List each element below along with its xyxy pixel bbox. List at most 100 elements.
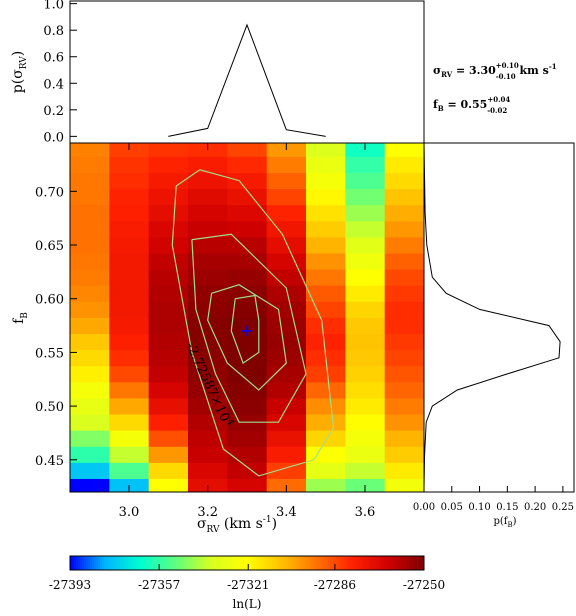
colorbar-segment (316, 556, 319, 570)
right-x-ticks: 0.00 0.05 0.10 0.15 0.20 0.25 (413, 486, 574, 513)
heatmap-cell (227, 317, 268, 335)
heatmap-cell (148, 188, 189, 206)
heatmap-cell (384, 172, 425, 190)
heatmap-cell (227, 301, 268, 318)
top-y-tick-label: 0.0 (43, 130, 64, 145)
colorbar-segment (120, 556, 123, 570)
heatmap-cell (266, 365, 307, 383)
colorbar-segment (368, 556, 371, 570)
colorbar-segment (194, 556, 197, 570)
y-tick-label: 0.55 (35, 346, 64, 361)
top-y-tick-label: 0.2 (43, 104, 64, 119)
heatmap-cell (188, 333, 228, 351)
heatmap-cell (188, 317, 228, 335)
heatmap-cell (70, 349, 110, 367)
colorbar-segment (136, 556, 139, 570)
heatmap-cell (306, 285, 346, 302)
heatmap-cell (188, 414, 228, 431)
colorbar-segment (132, 556, 135, 570)
heatmap-cell (188, 156, 228, 173)
heatmap-cell (384, 317, 425, 335)
colorbar-segment (318, 556, 321, 570)
heatmap-cell (306, 381, 346, 399)
heatmap-cell (148, 253, 189, 270)
heatmap-cell (148, 172, 189, 190)
colorbar-segment (164, 556, 167, 570)
colorbar-segment (300, 556, 303, 570)
heatmap-cell (148, 143, 189, 157)
colorbar-segment (294, 556, 297, 570)
colorbar-segment (188, 556, 191, 570)
heatmap-cell (266, 156, 307, 173)
colorbar-segment (278, 556, 281, 570)
main-y-axis-title: fB (11, 312, 30, 324)
colorbar-segment (168, 556, 171, 570)
heatmap-cell (306, 317, 346, 335)
colorbar-segment (160, 556, 163, 570)
heatmap-cell (70, 301, 110, 318)
heatmap-cell (148, 398, 189, 415)
colorbar-segment (242, 556, 245, 570)
colorbar-segment (384, 556, 387, 570)
heatmap-cell (148, 333, 189, 351)
colorbar-label: ln(L) (233, 597, 262, 611)
colorbar-segment (142, 556, 145, 570)
colorbar-segment (158, 556, 161, 570)
right-panel-frame (423, 142, 575, 493)
heatmap-cell (384, 285, 425, 302)
heatmap-cell (227, 143, 268, 157)
heatmap-cell (227, 446, 268, 463)
colorbar-segment (272, 556, 275, 570)
main-x-ticks: 3.0 3.2 3.4 3.6 (119, 143, 376, 520)
colorbar-gradient (70, 556, 425, 570)
heatmap-cell (266, 172, 307, 190)
heatmap-cell (384, 349, 425, 367)
right-x-tick-label: 0.20 (524, 502, 546, 513)
heatmap-cell (384, 188, 425, 206)
heatmap-cell (148, 204, 189, 222)
heatmap-cell (227, 349, 268, 367)
heatmap-cell (70, 414, 110, 431)
colorbar-segment (282, 556, 285, 570)
x-tick-label: 3.6 (355, 505, 376, 520)
heatmap-cell (148, 430, 189, 447)
colorbar-segment (296, 556, 299, 570)
x-tick-label: 3.0 (119, 505, 140, 520)
colorbar-segment (332, 556, 335, 570)
colorbar-segment (124, 556, 127, 570)
colorbar-segment (98, 556, 101, 570)
colorbar-segment (144, 556, 147, 570)
colorbar-segment (266, 556, 269, 570)
heatmap-cell (266, 236, 307, 254)
colorbar-tick-label: -27321 (227, 578, 269, 592)
heatmap-cell (188, 446, 228, 463)
heatmap-cell (70, 236, 110, 254)
colorbar-segment (302, 556, 305, 570)
colorbar-segment (380, 556, 383, 570)
heatmap-cell (109, 398, 150, 415)
colorbar-tick-label: -27393 (49, 578, 91, 592)
heatmap-cell (266, 414, 307, 431)
right-x-axis-title: p(fB) (493, 516, 516, 529)
heatmap-cell (109, 301, 150, 318)
colorbar-segment (340, 556, 343, 570)
colorbar-segment (418, 556, 421, 570)
heatmap-cell (109, 172, 150, 190)
heatmap-cell (109, 220, 150, 238)
heatmap-cell (188, 462, 228, 479)
heatmap-cell (109, 462, 150, 479)
heatmap-cell (345, 381, 386, 399)
heatmap-cell (188, 285, 228, 302)
colorbar-segment (358, 556, 361, 570)
colorbar-segment (276, 556, 279, 570)
colorbar-segment (376, 556, 379, 570)
heatmap-cell (148, 349, 189, 367)
top-y-axis-title: p(σRV) (10, 51, 29, 93)
heatmap-cell (384, 236, 425, 254)
colorbar-segment (150, 556, 153, 570)
heatmap-cell (109, 414, 150, 431)
heatmap-cell (306, 398, 346, 415)
heatmap-cell (306, 478, 346, 493)
heatmap-cell (109, 317, 150, 335)
colorbar-segment (166, 556, 169, 570)
